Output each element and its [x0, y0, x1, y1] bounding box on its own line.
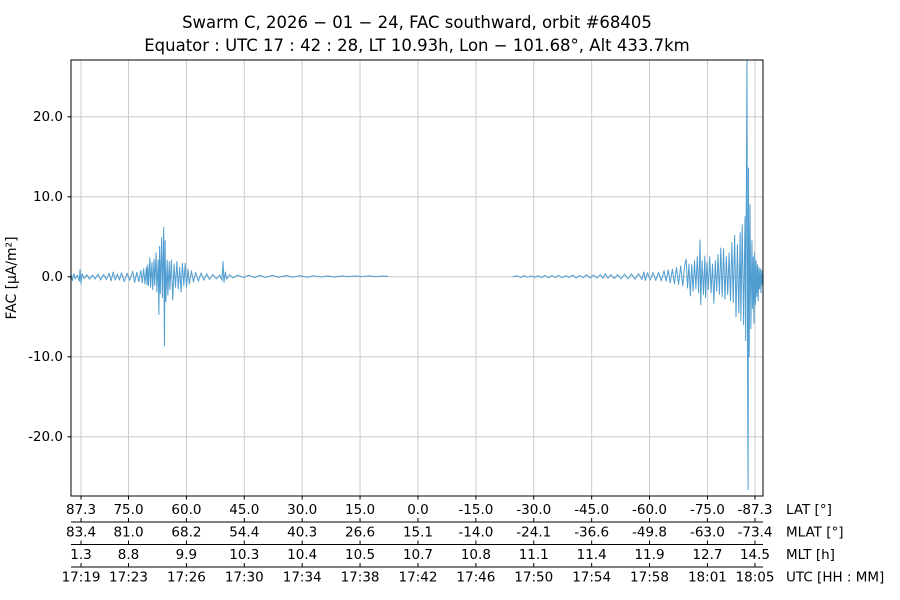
x-tick-label: 10.8 [461, 547, 491, 563]
x-tick-label: -87.3 [738, 502, 773, 518]
x-tick-label: 17:58 [630, 570, 669, 586]
x-tick-label: 18:01 [688, 570, 727, 586]
x-tick-label: 54.4 [229, 525, 259, 541]
x-axis-unit-lat: LAT [°] [786, 502, 832, 518]
x-tick-label: 11.9 [634, 547, 664, 563]
x-tick-label: 26.6 [345, 525, 375, 541]
x-tick-label: 10.7 [403, 547, 433, 563]
x-tick-label: 17:46 [456, 570, 495, 586]
waveform-path [70, 226, 389, 347]
x-axis-unit-utc: UTC [HH : MM] [786, 570, 884, 586]
x-tick-label: -45.0 [574, 502, 609, 518]
x-axis-unit-mlat: MLAT [°] [786, 525, 844, 541]
x-tick-label: 11.1 [519, 547, 549, 563]
x-tick-label: 15.1 [403, 525, 433, 541]
x-tick-label: 18:05 [736, 570, 775, 586]
x-tick-label: 11.4 [577, 547, 607, 563]
x-tick-label: 15.0 [345, 502, 375, 518]
x-tick-label: -24.1 [516, 525, 551, 541]
x-tick-label: 10.3 [229, 547, 259, 563]
y-tick-label: -10.0 [28, 349, 63, 365]
y-axis-label: FAC [µA/m²] [4, 236, 20, 319]
x-tick-label: -14.0 [458, 525, 493, 541]
x-tick-label: 10.5 [345, 547, 375, 563]
x-tick-label: 87.3 [66, 502, 96, 518]
x-tick-label: 9.9 [176, 547, 197, 563]
x-tick-label: 17:19 [62, 570, 101, 586]
y-tick-label: 20.0 [33, 109, 63, 125]
x-tick-label: 17:42 [399, 570, 438, 586]
x-tick-label: -36.6 [574, 525, 609, 541]
plot-frame [70, 59, 764, 497]
x-tick-label: 83.4 [66, 525, 96, 541]
x-tick-label: 17:34 [283, 570, 322, 586]
x-axis-unit-mlt: MLT [h] [786, 547, 835, 563]
chart-generated-under [70, 59, 764, 496]
x-tick-label: 17:54 [572, 570, 611, 586]
waveform-path [512, 59, 764, 491]
x-tick-label: 10.4 [287, 547, 317, 563]
x-tick-label: 17:23 [109, 570, 148, 586]
y-tick-label: 10.0 [33, 189, 63, 205]
x-tick-label: -63.0 [690, 525, 725, 541]
x-tick-label: -30.0 [516, 502, 551, 518]
chart-title: Swarm C, 2026 − 01 − 24, FAC southward, … [182, 13, 652, 32]
x-tick-label: 45.0 [229, 502, 259, 518]
x-tick-label: -60.0 [632, 502, 667, 518]
x-tick-label: -73.4 [738, 525, 773, 541]
x-tick-label: 40.3 [287, 525, 317, 541]
y-tick-label: -20.0 [28, 429, 63, 445]
x-tick-label: -49.8 [632, 525, 667, 541]
x-tick-label: 0.0 [407, 502, 428, 518]
y-tick-label: 0.0 [42, 269, 63, 285]
x-tick-label: -15.0 [458, 502, 493, 518]
x-tick-label: 8.8 [118, 547, 139, 563]
x-tick-label: 1.3 [70, 547, 91, 563]
x-tick-label: -75.0 [690, 502, 725, 518]
x-tick-label: 14.5 [740, 547, 770, 563]
x-tick-label: 81.0 [113, 525, 143, 541]
x-tick-label: 60.0 [171, 502, 201, 518]
x-tick-label: 30.0 [287, 502, 317, 518]
chart-generated-over: 20.0 10.0 0.0 -10.0 -20.0 87.3 75.0 60.0 45.0 30.… [28, 59, 775, 586]
x-tick-label: 17:50 [514, 570, 553, 586]
x-tick-label: 17:26 [167, 570, 206, 586]
x-tick-label: 17:30 [225, 570, 264, 586]
x-tick-label: 17:38 [341, 570, 380, 586]
x-tick-label: 68.2 [171, 525, 201, 541]
x-tick-label: 75.0 [113, 502, 143, 518]
chart-subtitle: Equator : UTC 17 : 42 : 28, LT 10.93h, L… [144, 36, 690, 55]
x-tick-label: 12.7 [692, 547, 722, 563]
